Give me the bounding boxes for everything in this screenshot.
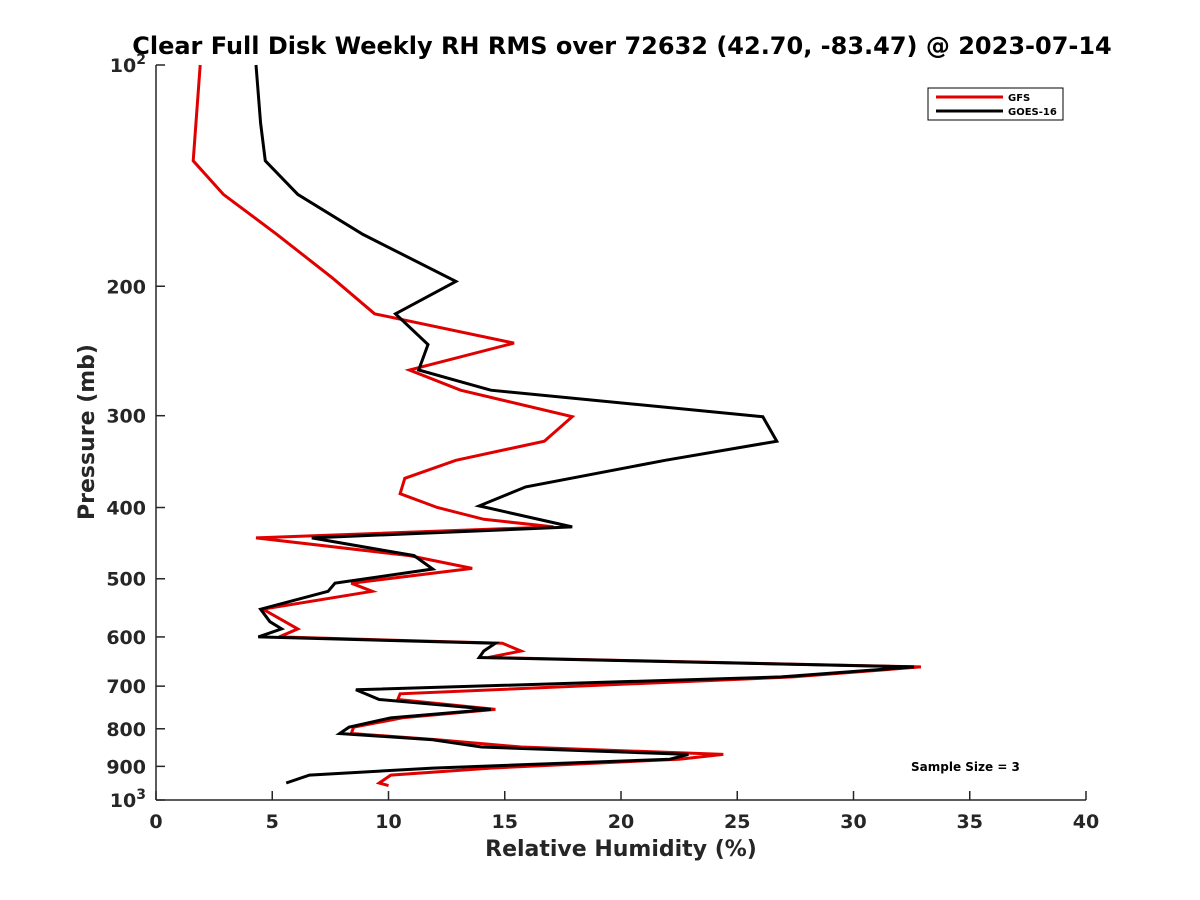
plot-lines [191, 64, 922, 788]
y-tick-label: 200 [106, 276, 146, 298]
y-tick-label: 700 [106, 676, 146, 698]
x-tick-label: 25 [724, 811, 750, 833]
x-tick-label: 40 [1073, 811, 1099, 833]
sample-size-annotation: Sample Size = 3 [911, 760, 1020, 774]
x-tick-label: 30 [840, 811, 866, 833]
y-tick-label: 600 [106, 627, 146, 649]
x-tick-label: 10 [375, 811, 401, 833]
chart-title: Clear Full Disk Weekly RH RMS over 72632… [132, 32, 1112, 60]
series-line-goes-16 [254, 64, 915, 785]
x-tick-label: 35 [957, 811, 983, 833]
y-tick-label: 300 [106, 406, 146, 428]
legend-label-goes16: GOES-16 [1008, 107, 1057, 118]
y-tick-label: 400 [106, 498, 146, 520]
x-axis-label: Relative Humidity (%) [485, 837, 757, 862]
legend-box [927, 87, 1064, 121]
y-tick-exponent: 3 [136, 787, 146, 803]
y-tick-label: 800 [106, 719, 146, 741]
x-tick-label: 0 [149, 811, 162, 833]
x-tick-label: 20 [608, 811, 634, 833]
legend: GFS GOES-16 [927, 87, 1064, 121]
x-tick-label: 5 [266, 811, 279, 833]
legend-label-gfs: GFS [1008, 93, 1030, 104]
y-tick-label: 102 [110, 52, 146, 77]
y-tick-label: 900 [106, 756, 146, 778]
y-tick-label: 500 [106, 569, 146, 591]
x-tick-label: 15 [492, 811, 518, 833]
y-tick-exponent: 2 [136, 52, 146, 68]
y-axis-label: Pressure (mb) [75, 344, 100, 520]
x-ticks: 0 5 10 15 20 25 30 35 40 [149, 791, 1099, 833]
